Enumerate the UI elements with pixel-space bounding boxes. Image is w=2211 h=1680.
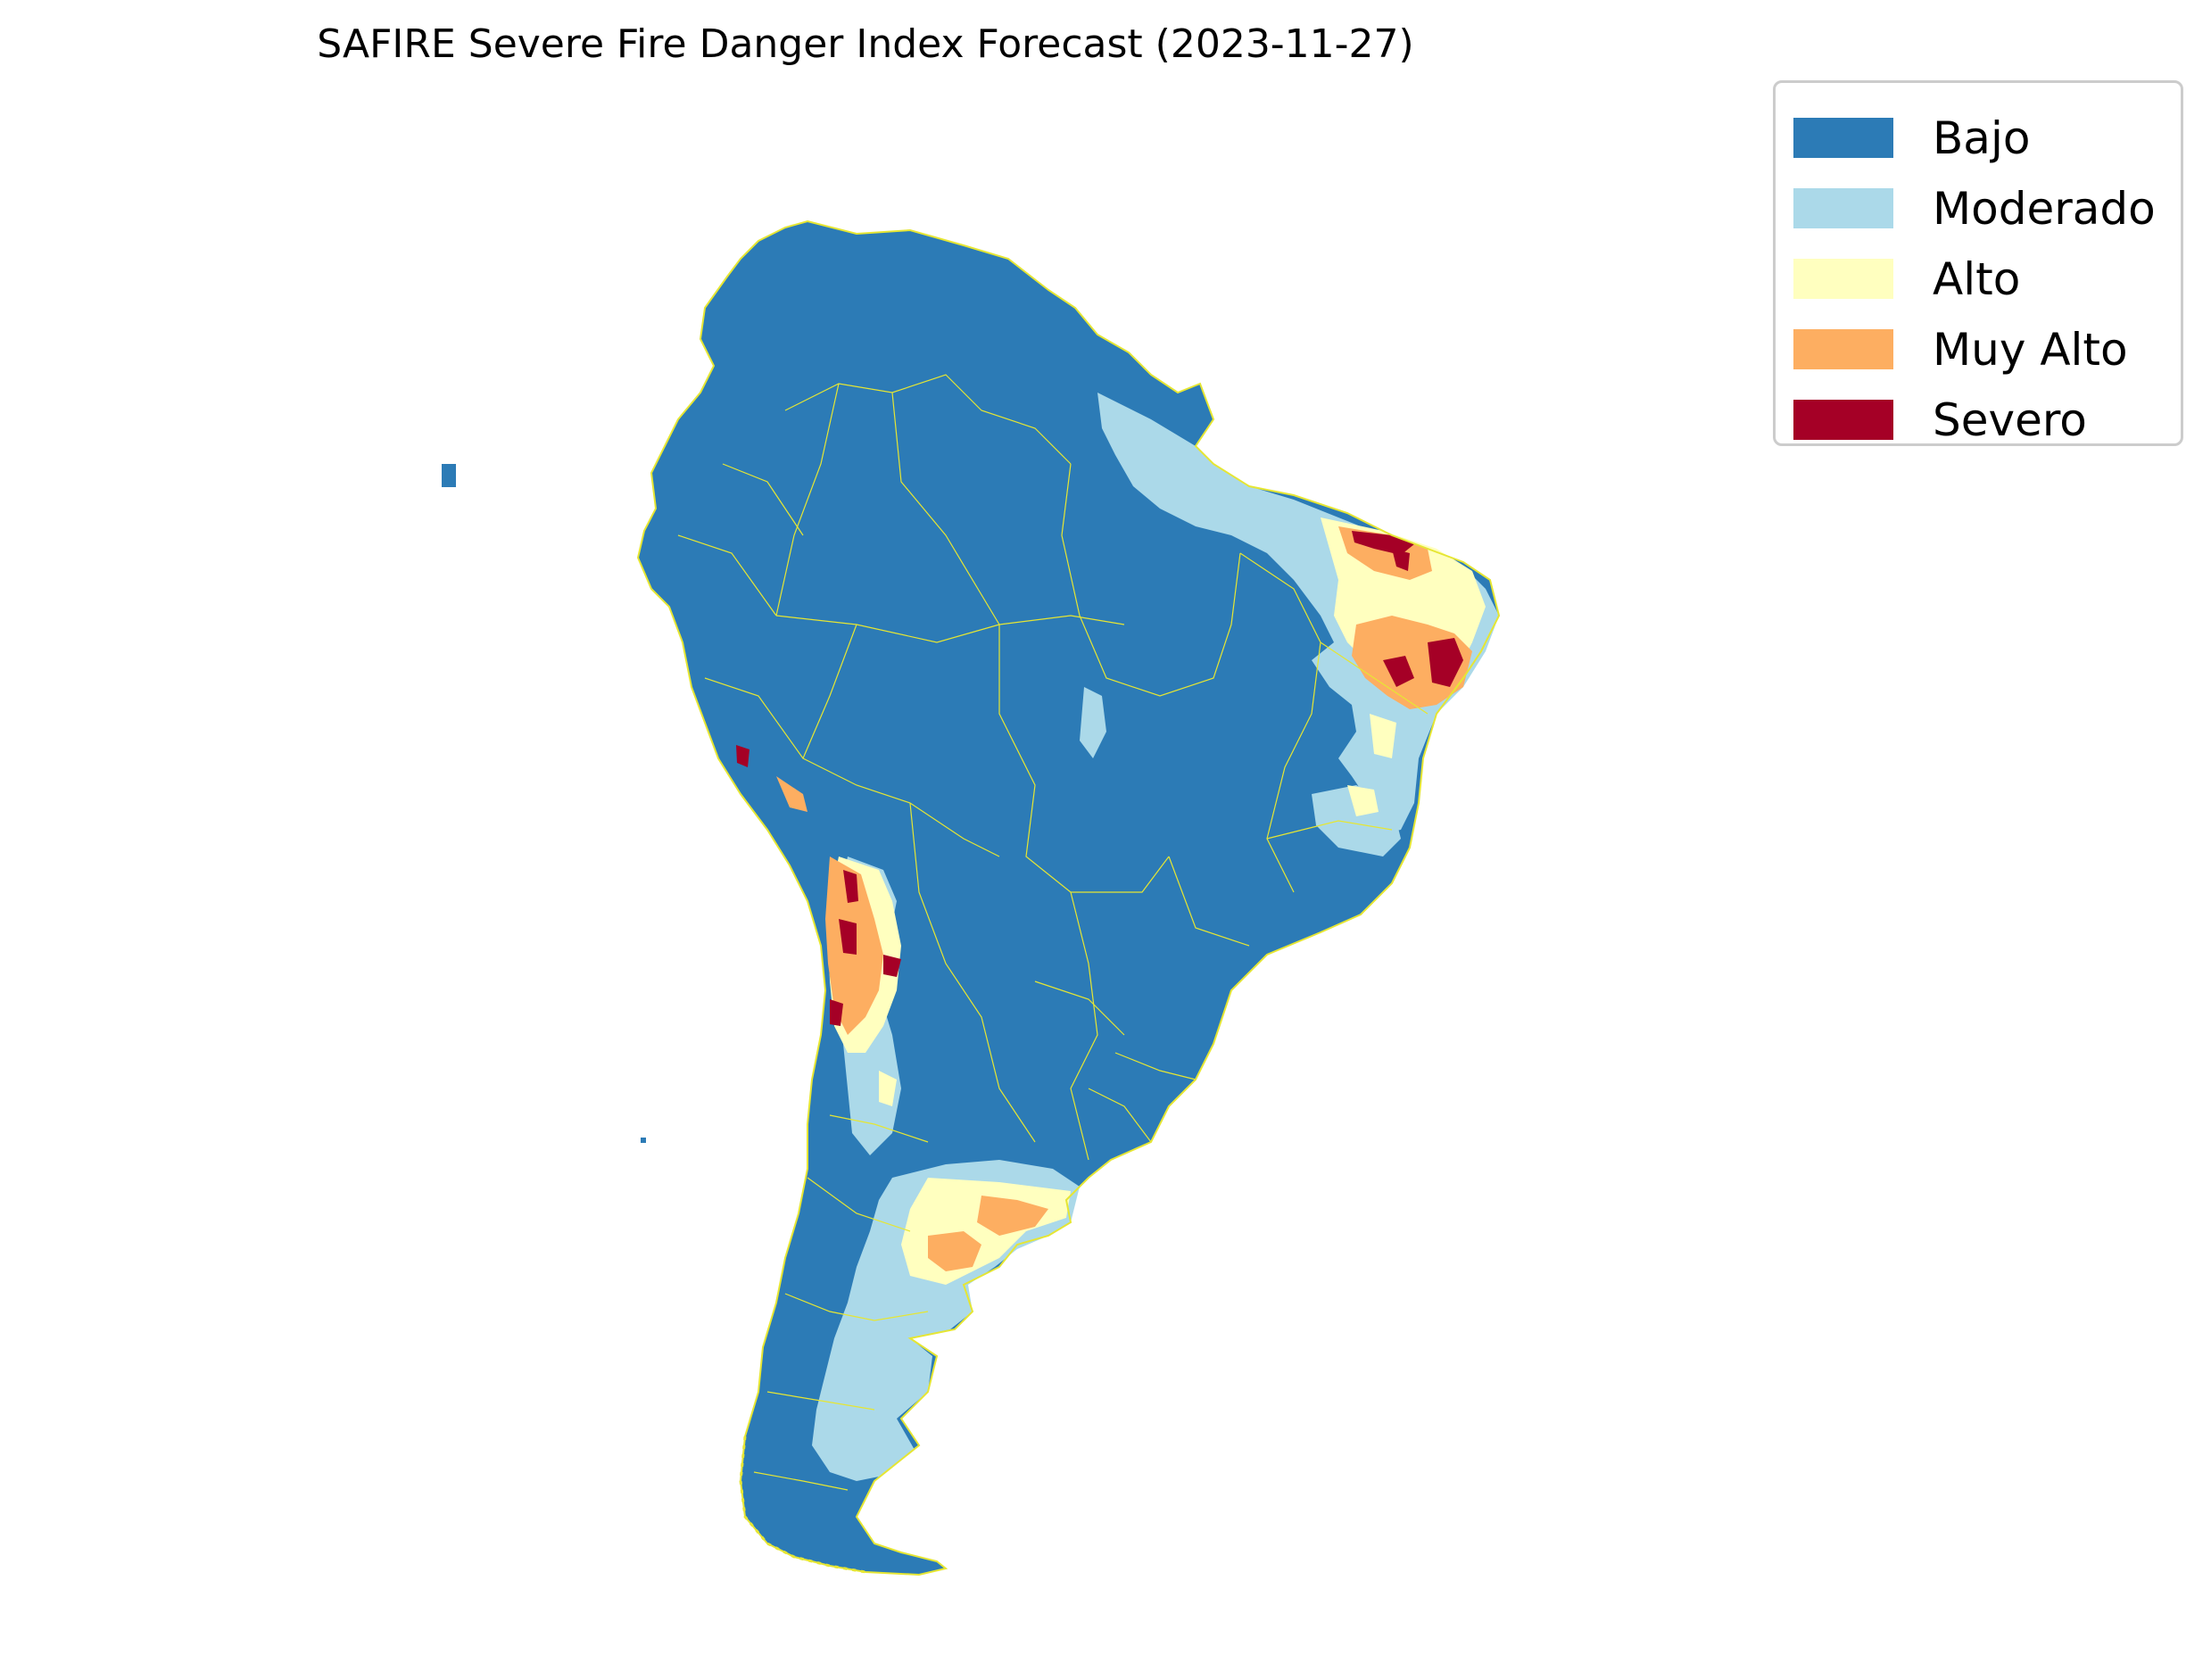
admin-boundaries (636, 219, 1501, 1577)
islands (442, 464, 646, 1143)
map-title: SAFIRE Severe Fire Danger Index Forecast… (317, 21, 1414, 67)
legend-label-moderado: Moderado (1933, 182, 2156, 235)
legend-swatch-moderado (1793, 188, 1893, 228)
legend-swatch-bajo (1793, 118, 1893, 158)
severo-regions (736, 531, 1463, 1026)
legend-label-severo: Severo (1933, 393, 2087, 446)
legend-swatch-muy-alto (1793, 329, 1893, 369)
legend: Bajo Moderado Alto Muy Alto Severo (1773, 80, 2183, 446)
legend-label-muy-alto: Muy Alto (1933, 323, 2128, 376)
legend-label-bajo: Bajo (1933, 112, 2031, 164)
legend-swatch-severo (1793, 400, 1893, 440)
legend-item-bajo: Bajo (1793, 103, 2181, 173)
legend-item-alto: Alto (1793, 244, 2181, 314)
fire-danger-map (442, 219, 1501, 1577)
legend-label-alto: Alto (1933, 252, 2021, 305)
coastal-fringe (739, 1436, 866, 1574)
legend-swatch-alto (1793, 259, 1893, 299)
south-america-landmass (638, 221, 1499, 1575)
legend-item-muy-alto: Muy Alto (1793, 314, 2181, 385)
legend-item-severo: Severo (1793, 385, 2181, 455)
legend-item-moderado: Moderado (1793, 173, 2181, 244)
